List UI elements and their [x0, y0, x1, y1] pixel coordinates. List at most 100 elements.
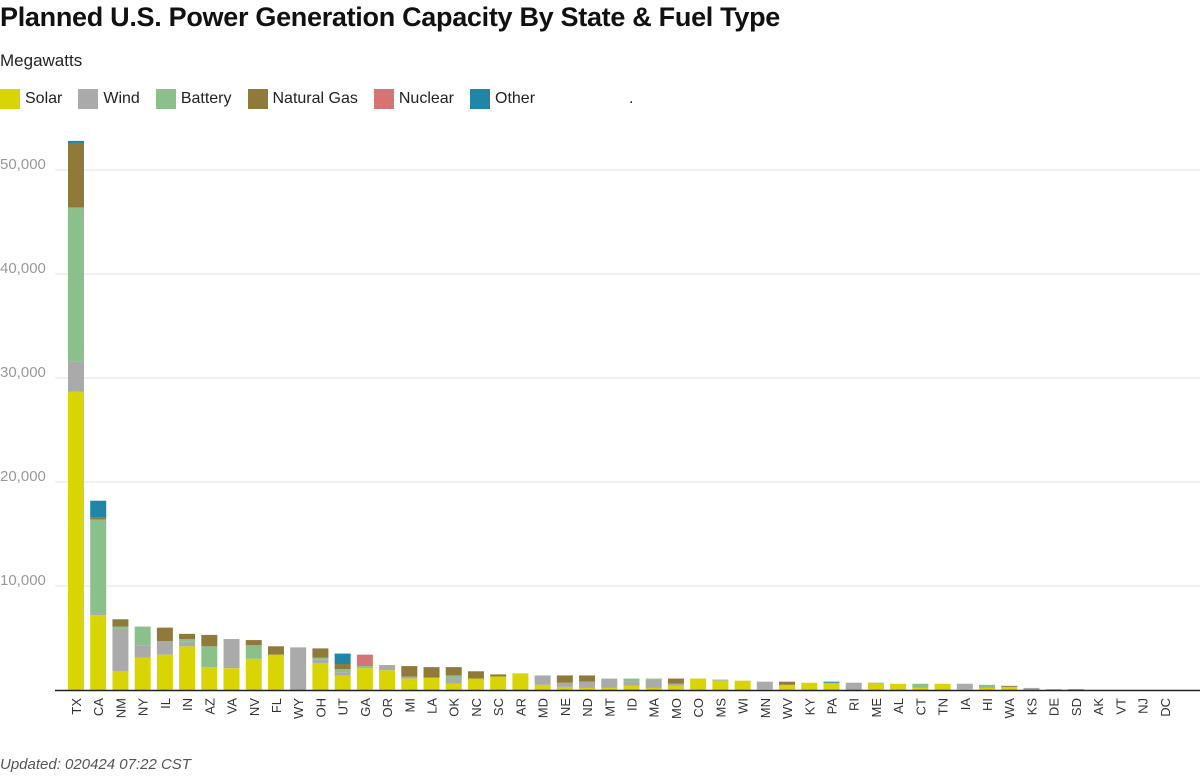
- bar-ne-solar: [556, 686, 573, 690]
- x-tick-label-id: ID: [625, 698, 640, 711]
- bar-la-solar: [423, 677, 440, 690]
- y-tick-label: 30,000: [0, 364, 46, 381]
- bar-ok-battery: [445, 675, 462, 679]
- bar-ct-battery: [912, 683, 929, 688]
- x-tick-label-az: AZ: [202, 698, 217, 715]
- x-tick-label-co: CO: [691, 698, 706, 718]
- x-tick-label-sd: SD: [1069, 698, 1084, 716]
- bar-il-wind: [156, 641, 173, 655]
- bar-mo-natural-gas: [667, 678, 684, 684]
- x-tick-label-dc: DC: [1158, 698, 1173, 717]
- bar-mn-wind: [756, 681, 773, 689]
- stacked-bar-chart: 10,000 20,000 30,000 40,000 50,000 TX CA NM NY IL…: [0, 140, 1200, 719]
- legend-swatch-wind: [78, 89, 99, 109]
- x-tick-label-wy: WY: [291, 698, 306, 719]
- bar-ny-solar: [134, 657, 151, 690]
- bar-ca-battery: [90, 519, 107, 614]
- bar-fl-natural-gas: [267, 646, 284, 655]
- bars: [68, 140, 1084, 690]
- x-tick-label-ms: MS: [713, 698, 728, 718]
- x-tick-label-sc: SC: [491, 698, 506, 716]
- bar-tx-natural-gas: [68, 142, 84, 208]
- bar-il-solar: [156, 654, 173, 690]
- bar-mt-solar: [601, 687, 618, 690]
- bar-ut-solar: [334, 675, 351, 690]
- x-tick-label-ny: NY: [136, 698, 151, 716]
- x-tick-label-nc: NC: [469, 698, 484, 717]
- x-tick-label-ne: NE: [558, 698, 573, 716]
- x-tick-label-pa: PA: [824, 698, 839, 715]
- legend-trailing-text: .: [629, 90, 634, 107]
- bar-va-wind: [223, 639, 240, 669]
- bar-oh-natural-gas: [312, 648, 329, 658]
- bar-nd-solar: [579, 687, 596, 690]
- x-tick-label-nv: NV: [247, 698, 262, 716]
- legend-label-natural-gas: Natural Gas: [272, 90, 358, 107]
- bar-me-solar: [867, 683, 884, 690]
- x-tick-label-mo: MO: [669, 698, 684, 719]
- x-tick-label-de: DE: [1047, 698, 1062, 716]
- legend-swatch-battery: [155, 89, 176, 109]
- bar-wv-solar: [779, 684, 796, 690]
- x-tick-label-vt: VT: [1113, 698, 1128, 715]
- x-tick-label-fl: FL: [269, 698, 284, 713]
- bar-la-natural-gas: [423, 667, 440, 678]
- bar-ok-solar: [445, 683, 462, 690]
- x-tick-label-ak: AK: [1091, 698, 1106, 716]
- axes: 10,000 20,000 30,000 40,000 50,000 TX CA NM NY IL…: [0, 156, 1200, 719]
- bar-ga-solar: [356, 668, 373, 690]
- chart-subtitle: Megawatts: [0, 51, 83, 70]
- x-tick-label-ky: KY: [802, 698, 817, 716]
- bar-al-solar: [890, 683, 907, 690]
- bar-pa-battery: [823, 682, 840, 684]
- x-tick-label-mt: MT: [602, 698, 617, 717]
- bar-co-solar: [690, 678, 707, 690]
- bar-mi-natural-gas: [401, 666, 418, 677]
- legend-item-solar: Solar: [0, 89, 62, 109]
- legend-label-battery: Battery: [180, 90, 232, 107]
- bar-ny-battery: [134, 626, 151, 646]
- bar-de-solar: [1045, 688, 1062, 690]
- bar-tx-wind: [68, 361, 84, 392]
- bar-mt-wind: [601, 678, 618, 688]
- x-tick-label-ks: KS: [1024, 698, 1039, 716]
- x-tick-label-ut: UT: [336, 698, 351, 715]
- x-tick-label-in: IN: [180, 698, 195, 711]
- x-tick-label-mn: MN: [758, 698, 773, 718]
- bar-nc-solar: [467, 678, 484, 690]
- x-tick-label-ri: RI: [847, 698, 862, 711]
- legend-item-battery: Battery: [155, 89, 232, 109]
- bar-nm-battery: [112, 626, 129, 629]
- x-tick-label-md: MD: [536, 698, 551, 718]
- x-tick-label-tx: TX: [69, 698, 84, 715]
- legend-item-other: Other: [470, 89, 535, 109]
- bar-az-solar: [201, 667, 218, 690]
- x-tick-label-oh: OH: [313, 698, 328, 718]
- bar-ca-wind: [90, 613, 107, 616]
- bar-ms-solar: [712, 680, 729, 690]
- legend-swatch-nuclear: [373, 89, 394, 109]
- x-tick-label-wv: WV: [780, 698, 795, 719]
- bar-nm-solar: [112, 671, 129, 690]
- bar-id-battery: [623, 678, 640, 682]
- bar-ca-other: [90, 500, 107, 518]
- bar-md-wind: [534, 675, 551, 685]
- bar-ut-battery: [334, 669, 351, 673]
- bar-ne-wind: [556, 682, 573, 687]
- bar-ut-natural-gas: [334, 664, 351, 670]
- bar-nd-natural-gas: [579, 675, 596, 682]
- x-tick-label-hi: HI: [980, 698, 995, 711]
- x-tick-label-mi: MI: [402, 698, 417, 712]
- bar-mi-wind: [401, 676, 418, 679]
- y-tick-label: 50,000: [0, 156, 46, 173]
- x-tick-label-me: ME: [869, 698, 884, 718]
- bar-tn-solar: [934, 683, 951, 690]
- bar-az-battery: [201, 646, 218, 668]
- x-tick-label-ma: MA: [647, 698, 662, 718]
- bar-wv-natural-gas: [779, 681, 796, 685]
- bar-ks-wind: [1023, 687, 1040, 690]
- bar-oh-battery: [312, 657, 329, 660]
- legend-label-wind: Wind: [103, 90, 140, 107]
- bar-mo-solar: [667, 685, 684, 690]
- bar-nc-natural-gas: [467, 671, 484, 679]
